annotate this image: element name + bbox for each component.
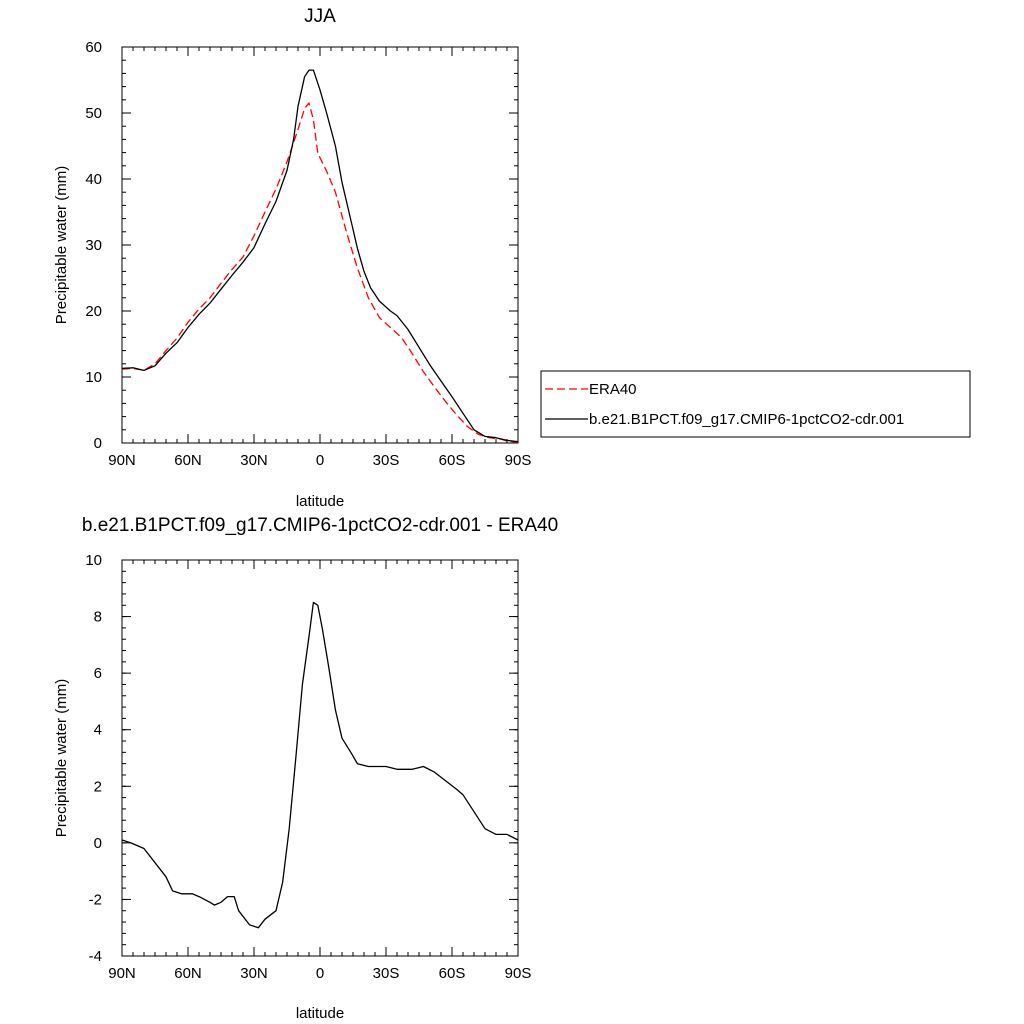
bottom-tick-labels: 90N 60N 30N 0 30S 60S 90S -4 -2 0 2 4 6 8 10 [85, 552, 531, 982]
top-x-tick-label: 30N [240, 452, 268, 469]
top-y-axis-label: Precipitable water (mm) [53, 166, 70, 324]
top-y-tick-label: 50 [85, 105, 102, 122]
top-y-tick-label: 10 [85, 369, 102, 386]
top-x-tick-label: 60N [174, 452, 202, 469]
top-y-tick-label: 20 [85, 303, 102, 320]
bottom-y-tick-label: 6 [94, 665, 102, 682]
legend-box [540, 370, 971, 438]
top-series-line-1 [121, 102, 519, 443]
bottom-x-tick-label: 0 [316, 965, 324, 982]
bottom-axis-ticks [121, 559, 519, 957]
top-y-tick-label: 30 [85, 237, 102, 254]
bottom-y-tick-label: -4 [89, 948, 102, 965]
bottom-y-tick-label: 4 [94, 722, 102, 739]
top-series-group [121, 69, 519, 443]
top-x-axis-label: latitude [296, 493, 344, 510]
bottom-x-tick-label: 30S [373, 965, 400, 982]
top-y-tick-label: 0 [94, 435, 102, 452]
bottom-y-tick-label: 2 [94, 778, 102, 795]
top-x-tick-label: 60S [439, 452, 466, 469]
bottom-x-tick-label: 60N [174, 965, 202, 982]
top-y-tick-label: 40 [85, 171, 102, 188]
top-chart-title: JJA [304, 6, 336, 27]
legend-label-era40: ERA40 [589, 381, 637, 398]
top-panel: JJA Precipitable water (mm) latitude 90N… [53, 6, 971, 510]
top-axis-ticks [121, 46, 519, 444]
bottom-y-axis-label: Precipitable water (mm) [53, 679, 70, 837]
top-series-line-2 [121, 69, 519, 443]
top-y-tick-label: 60 [85, 39, 102, 56]
bottom-x-tick-label: 90N [108, 965, 136, 982]
bottom-y-tick-label: 10 [85, 552, 102, 569]
bottom-x-tick-label: 90S [505, 965, 532, 982]
top-x-tick-label: 30S [373, 452, 400, 469]
top-x-tick-label: 0 [316, 452, 324, 469]
top-x-tick-label: 90S [505, 452, 532, 469]
top-tick-labels: 90N 60N 30N 0 30S 60S 90S 0 10 20 30 40 50 60 [85, 39, 531, 469]
legend-label-model: b.e21.B1PCT.f09_g17.CMIP6-1pctCO2-cdr.00… [589, 411, 904, 428]
legend: ERA40 b.e21.B1PCT.f09_g17.CMIP6-1pctCO2-… [540, 370, 971, 438]
bottom-y-tick-label: 0 [94, 835, 102, 852]
bottom-series-group [121, 601, 519, 929]
bottom-x-axis-label: latitude [296, 1005, 344, 1022]
bottom-y-tick-label: -2 [89, 891, 102, 908]
bottom-y-tick-label: 8 [94, 609, 102, 626]
bottom-chart-title: b.e21.B1PCT.f09_g17.CMIP6-1pctCO2-cdr.00… [82, 515, 558, 536]
top-plot-frame [121, 46, 519, 444]
bottom-x-tick-label: 60S [439, 965, 466, 982]
top-x-tick-label: 90N [108, 452, 136, 469]
bottom-panel: b.e21.B1PCT.f09_g17.CMIP6-1pctCO2-cdr.00… [53, 515, 558, 1022]
bottom-series-line-1 [121, 601, 519, 929]
bottom-x-tick-label: 30N [240, 965, 268, 982]
